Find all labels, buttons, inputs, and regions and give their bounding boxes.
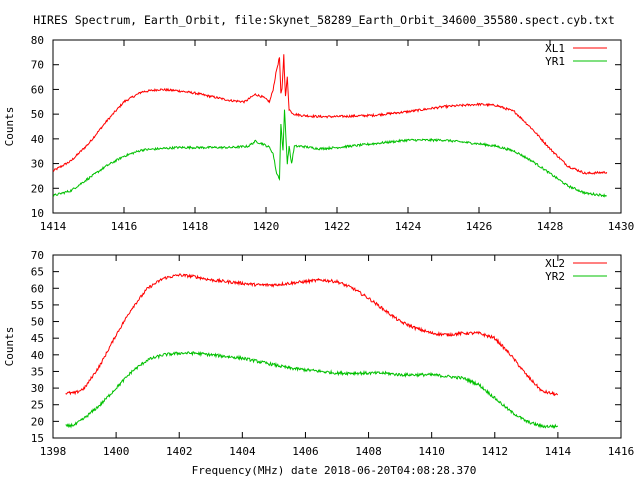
y-tick-label: 60 — [31, 282, 44, 295]
x-axis-label: Frequency(MHz) date 2018-06-20T04:08:28.… — [192, 464, 477, 477]
y-tick-label: 45 — [31, 332, 44, 345]
y-tick-label: 80 — [31, 34, 44, 47]
y-axis-label: Counts — [3, 327, 16, 367]
series-line-xl1 — [52, 54, 608, 175]
x-tick-label: 1416 — [111, 220, 138, 233]
legend-label-yr2: YR2 — [545, 270, 565, 283]
x-tick-label: 1408 — [355, 445, 382, 458]
y-tick-label: 70 — [31, 59, 44, 72]
y-tick-label: 30 — [31, 382, 44, 395]
x-tick-label: 1426 — [466, 220, 493, 233]
x-tick-label: 1424 — [395, 220, 422, 233]
y-tick-label: 10 — [31, 207, 44, 220]
x-tick-label: 1402 — [166, 445, 193, 458]
series-line-xl2 — [65, 273, 558, 397]
x-tick-label: 1414 — [40, 220, 67, 233]
y-tick-label: 60 — [31, 83, 44, 96]
x-tick-label: 1400 — [103, 445, 130, 458]
y-tick-label: 50 — [31, 108, 44, 121]
y-axis-label: Counts — [3, 107, 16, 147]
y-tick-label: 20 — [31, 182, 44, 195]
plots-container: 1414 1416 1418 1420 1422 1424 1426 1428 1430 10 20… — [3, 34, 634, 458]
y-tick-label: 55 — [31, 299, 44, 312]
y-tick-label: 50 — [31, 316, 44, 329]
x-tick-label: 1398 — [40, 445, 67, 458]
series-line-yr1 — [52, 109, 607, 198]
series-line-yr2 — [65, 350, 559, 429]
x-tick-label: 1404 — [229, 445, 256, 458]
y-tick-label: 70 — [31, 249, 44, 262]
x-tick-label: 1410 — [418, 445, 445, 458]
x-tick-label: 1422 — [324, 220, 351, 233]
y-tick-label: 25 — [31, 399, 44, 412]
y-tick-label: 15 — [31, 432, 44, 445]
plot-frame — [52, 254, 622, 439]
legend-label-yr1: YR1 — [545, 55, 565, 68]
y-tick-label: 20 — [31, 415, 44, 428]
y-tick-label: 40 — [31, 349, 44, 362]
x-tick-label: 1430 — [608, 220, 635, 233]
legend-label-xl1: XL1 — [545, 42, 565, 55]
y-tick-label: 30 — [31, 158, 44, 171]
x-tick-label: 1416 — [608, 445, 635, 458]
x-tick-label: 1418 — [182, 220, 209, 233]
x-tick-label: 1428 — [537, 220, 564, 233]
x-tick-label: 1414 — [545, 445, 572, 458]
x-tick-label: 1420 — [253, 220, 280, 233]
legend-label-xl2: XL2 — [545, 257, 565, 270]
y-tick-label: 65 — [31, 266, 44, 279]
chart-panel-2: 1398 1400 1402 1404 1406 1408 1410 1412 1414 1416… — [3, 249, 634, 458]
figure-title: HIRES Spectrum, Earth_Orbit, file:Skynet… — [33, 13, 615, 27]
x-tick-label: 1406 — [292, 445, 319, 458]
plot-frame — [52, 39, 622, 214]
x-tick-label: 1412 — [482, 445, 509, 458]
chart-panel-1: 1414 1416 1418 1420 1422 1424 1426 1428 1430 10 20… — [3, 34, 634, 233]
y-tick-label: 40 — [31, 133, 44, 146]
y-tick-label: 35 — [31, 365, 44, 378]
